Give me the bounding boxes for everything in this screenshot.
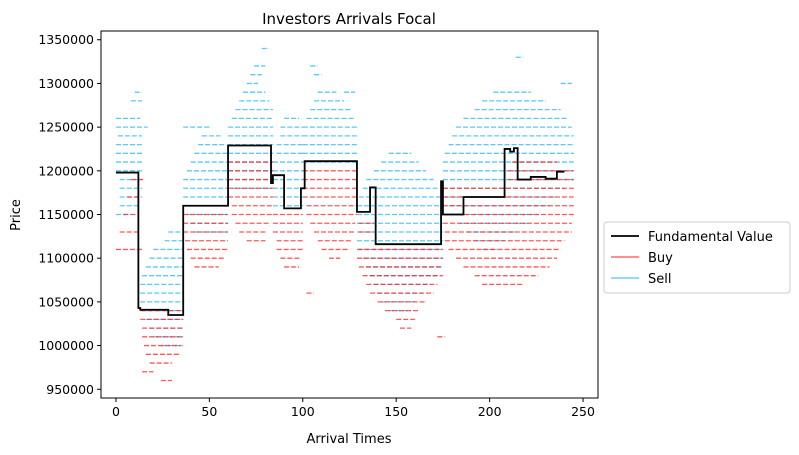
y-tick-label: 1200000 — [38, 163, 94, 178]
y-axis-label: Price — [9, 199, 24, 231]
y-tick-label: 1250000 — [38, 120, 94, 135]
y-axis: 950000 1000000 1050000 1100000 1150000 120000… — [38, 32, 101, 397]
y-tick-label: 1350000 — [38, 32, 94, 47]
fundamental-value-line — [115, 144, 565, 316]
fundamental-value-series — [115, 144, 565, 316]
x-tick-label: 100 — [291, 404, 315, 419]
legend-fundamental-label: Fundamental Value — [648, 230, 773, 245]
y-tick-label: 1100000 — [38, 251, 94, 266]
y-tick-label: 1300000 — [38, 76, 94, 91]
legend-box — [603, 221, 791, 294]
x-axis: 0 50 100 150 200 250 — [112, 398, 595, 419]
legend: Fundamental Value Buy Sell — [603, 221, 791, 294]
y-tick-label: 1150000 — [38, 207, 94, 222]
plot-area — [115, 47, 574, 382]
x-tick-label: 200 — [478, 404, 502, 419]
x-tick-label: 0 — [112, 404, 120, 419]
y-tick-label: 950000 — [46, 382, 94, 397]
y-tick-label: 1050000 — [38, 294, 94, 309]
legend-buy-label: Buy — [648, 251, 673, 266]
x-axis-label: Arrival Times — [307, 432, 392, 447]
x-tick-label: 150 — [384, 404, 408, 419]
chart-title: Investors Arrivals Focal — [262, 10, 436, 28]
x-tick-label: 50 — [201, 404, 217, 419]
x-tick-label: 250 — [571, 404, 595, 419]
y-tick-label: 1000000 — [38, 338, 94, 353]
legend-sell-label: Sell — [648, 272, 671, 287]
